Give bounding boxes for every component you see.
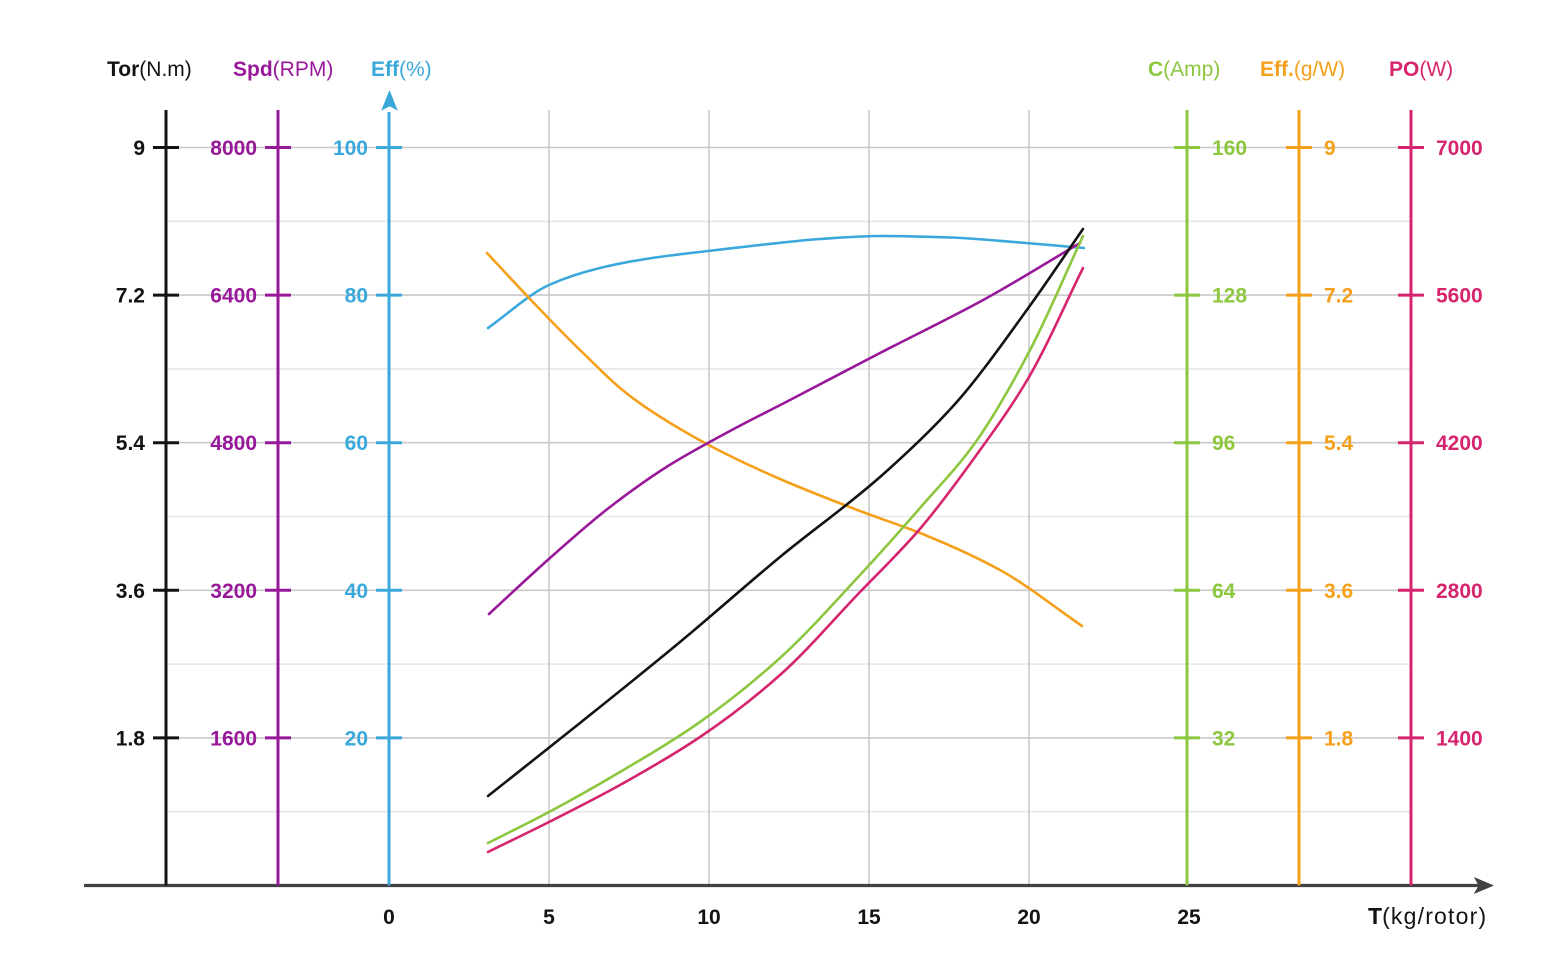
svg-text:5: 5 [543, 906, 555, 929]
svg-text:3200: 3200 [210, 580, 257, 603]
svg-text:Tor(N.m): Tor(N.m) [107, 58, 192, 81]
svg-text:4800: 4800 [210, 432, 257, 455]
svg-text:5600: 5600 [1436, 285, 1483, 308]
svg-text:7.2: 7.2 [116, 285, 145, 308]
svg-text:7000: 7000 [1436, 137, 1483, 160]
svg-text:6400: 6400 [210, 285, 257, 308]
svg-text:3.6: 3.6 [116, 580, 145, 603]
svg-text:96: 96 [1212, 432, 1235, 455]
svg-text:4200: 4200 [1436, 432, 1483, 455]
svg-text:1400: 1400 [1436, 727, 1483, 750]
svg-text:0: 0 [383, 906, 395, 929]
svg-text:1.8: 1.8 [116, 727, 146, 750]
svg-text:C(Amp): C(Amp) [1148, 58, 1220, 81]
svg-text:80: 80 [345, 285, 368, 308]
svg-text:40: 40 [345, 580, 368, 603]
svg-text:3.6: 3.6 [1324, 580, 1353, 603]
svg-text:1600: 1600 [210, 727, 257, 750]
svg-text:10: 10 [697, 906, 720, 929]
svg-text:8000: 8000 [210, 137, 257, 160]
svg-text:Spd(RPM): Spd(RPM) [233, 58, 333, 81]
svg-text:100: 100 [333, 137, 368, 160]
svg-text:20: 20 [1017, 906, 1040, 929]
svg-text:PO(W): PO(W) [1389, 58, 1453, 81]
svg-text:Eff(%): Eff(%) [371, 58, 432, 81]
svg-text:128: 128 [1212, 285, 1247, 308]
svg-text:5.4: 5.4 [116, 432, 146, 455]
svg-text:15: 15 [857, 906, 881, 929]
svg-text:T(kg/rotor): T(kg/rotor) [1368, 903, 1487, 929]
svg-text:32: 32 [1212, 727, 1235, 750]
svg-text:160: 160 [1212, 137, 1247, 160]
svg-text:64: 64 [1212, 580, 1236, 603]
svg-text:Eff.(g/W): Eff.(g/W) [1260, 58, 1345, 81]
svg-text:2800: 2800 [1436, 580, 1483, 603]
svg-text:5.4: 5.4 [1324, 432, 1354, 455]
svg-text:60: 60 [345, 432, 368, 455]
svg-text:9: 9 [1324, 137, 1336, 160]
svg-text:25: 25 [1177, 906, 1201, 929]
svg-text:20: 20 [345, 727, 368, 750]
svg-text:7.2: 7.2 [1324, 285, 1353, 308]
svg-text:1.8: 1.8 [1324, 727, 1354, 750]
svg-text:9: 9 [133, 137, 145, 160]
